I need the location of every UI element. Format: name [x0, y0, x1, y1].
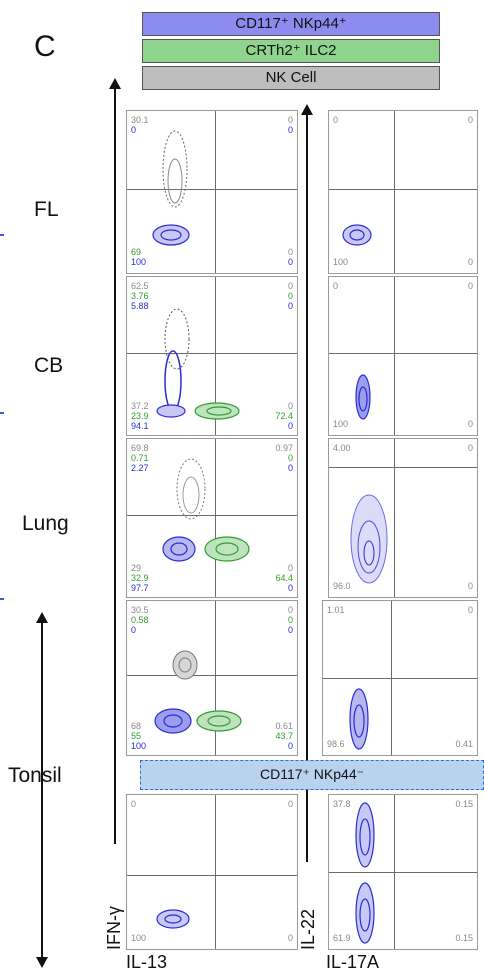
banner-nkp44-negative: CD117⁺ NKp44⁻ — [140, 760, 484, 790]
pct-bl: 100 — [131, 933, 147, 943]
pct-tl: 37.8 — [333, 799, 351, 809]
pct-br: 0 64.4 0 — [275, 563, 293, 593]
quadrant-gate — [215, 277, 217, 435]
pct-tr: 0 — [467, 115, 473, 125]
edge-mark — [0, 412, 4, 414]
pct-bl: 100 — [333, 419, 349, 429]
plot-tonsil-nkp44neg-il22-il17a: 37.8 0.15 61.9 0.15 — [328, 794, 478, 950]
legend-nkp44-positive: CD117⁺ NKp44⁺ — [142, 12, 440, 36]
pct-br: 0.15 — [455, 933, 473, 943]
contour-plot — [156, 308, 240, 420]
tissue-label-tonsil: Tonsil — [8, 764, 62, 787]
pct-tr: 0.97 0 0 — [275, 443, 293, 473]
axis-label-il17a: IL-17A — [326, 952, 380, 972]
pct-tl: 0 — [333, 115, 339, 125]
pct-bl: 69 100 — [131, 247, 147, 267]
axis-label-ifng: IFN-γ — [104, 906, 124, 950]
plot-tonsil-nkp44pos-il22-il17a: 1.01 0 98.6 0.41 — [322, 600, 478, 756]
pct-tl: 69.8 0.71 2.27 — [131, 443, 149, 473]
quadrant-gate — [329, 872, 477, 873]
pct-bl: 61.9 — [333, 933, 351, 943]
quadrant-gate — [215, 795, 217, 949]
axis-arrow-right — [301, 104, 313, 862]
edge-mark — [0, 234, 4, 236]
pct-tr: 0 — [467, 605, 473, 615]
quadrant-gate — [215, 601, 217, 755]
contour-plot — [152, 130, 190, 246]
contour-plot — [342, 224, 372, 246]
edge-mark — [0, 598, 4, 600]
pct-tl: 0 — [333, 281, 339, 291]
pct-tr: 0.15 — [455, 799, 473, 809]
tissue-label-lung: Lung — [22, 512, 69, 535]
quadrant-gate — [329, 467, 477, 469]
contour-plot — [156, 909, 190, 929]
quadrant-gate — [127, 875, 297, 877]
pct-bl: 68 55 100 — [131, 721, 147, 751]
pct-tl: 30.5 0.58 0 — [131, 605, 149, 635]
pct-br: 0.61 43.7 0 — [275, 721, 293, 751]
quadrant-gate — [127, 674, 297, 676]
plot-lung-il22-il17a: 4.00 0 96.0 0 — [328, 438, 478, 598]
pct-tl: 0 — [131, 799, 137, 809]
axis-label-il22: IL-22 — [298, 908, 318, 950]
quadrant-gate — [215, 111, 217, 273]
contour-plot — [350, 494, 388, 584]
axis-label-il13: IL-13 — [126, 952, 168, 972]
pct-tr: 0 — [467, 443, 473, 453]
pct-br: 0 — [467, 581, 473, 591]
pct-bl: 29 32.9 97.7 — [131, 563, 149, 593]
pct-bl: 100 — [333, 257, 349, 267]
contour-plot — [355, 374, 371, 420]
tissue-label-fl: FL — [34, 198, 59, 221]
quadrant-gate — [215, 439, 217, 597]
pct-tl: 30.1 0 — [131, 115, 149, 135]
pct-bl: 98.6 — [327, 739, 345, 749]
plot-tonsil-nkp44neg-ifng-il13: 0 0 100 0 — [126, 794, 298, 950]
pct-br: 0 72.4 0 — [275, 401, 293, 431]
quadrant-gate — [394, 439, 396, 597]
pct-br: 0.41 — [455, 739, 473, 749]
plot-lung-ifng-il13: 69.8 0.71 2.27 0.97 0 0 29 32.9 97.7 0 64.4 0 — [126, 438, 298, 598]
tissue-label-cb: CB — [34, 354, 64, 377]
axis-arrow-tonsil — [36, 612, 48, 968]
quadrant-gate — [127, 514, 297, 516]
pct-tr: 0 — [467, 281, 473, 291]
quadrant-gate — [394, 111, 396, 273]
pct-br: 0 — [467, 257, 473, 267]
contour-plot — [349, 688, 369, 750]
pct-br: 0 — [467, 419, 473, 429]
pct-tl: 62.5 3.76 5.88 — [131, 281, 149, 311]
panel-letter: C — [34, 30, 56, 63]
pct-tr: 0 — [287, 799, 293, 809]
quadrant-gate — [394, 277, 396, 435]
plot-cb-il22-il17a: 0 0 100 0 — [328, 276, 478, 436]
pct-bl: 37.2 23.9 94.1 — [131, 401, 149, 431]
quadrant-gate — [329, 352, 477, 354]
quadrant-gate — [127, 352, 297, 354]
quadrant-gate — [329, 188, 477, 190]
quadrant-gate — [323, 678, 477, 679]
quadrant-gate — [127, 188, 297, 190]
pct-br: 0 — [287, 933, 293, 943]
axis-arrow-left — [109, 78, 121, 844]
pct-bl: 96.0 — [333, 581, 351, 591]
plot-fl-il22-il17a: 0 0 100 0 — [328, 110, 478, 274]
contour-plot — [162, 458, 250, 562]
contour-plot — [154, 650, 242, 734]
contour-plot — [355, 802, 375, 944]
legend-nk-cell: NK Cell — [142, 66, 440, 90]
pct-tl: 4.00 — [333, 443, 351, 453]
legend-ilc2: CRTh2⁺ ILC2 — [142, 39, 440, 63]
pct-tl: 1.01 — [327, 605, 345, 615]
